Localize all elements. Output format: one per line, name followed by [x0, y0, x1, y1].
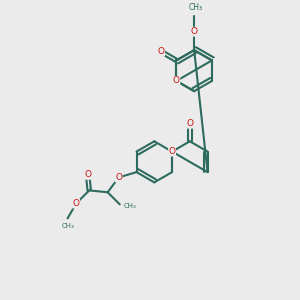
Text: CH₃: CH₃	[61, 224, 74, 230]
Text: CH₃: CH₃	[188, 3, 203, 12]
Text: O: O	[115, 173, 122, 182]
Text: O: O	[84, 170, 91, 179]
Text: CH₃: CH₃	[123, 203, 136, 209]
Text: O: O	[169, 147, 176, 156]
Text: O: O	[191, 27, 198, 36]
Text: O: O	[186, 119, 193, 128]
Text: O: O	[158, 47, 165, 56]
Text: O: O	[173, 76, 180, 85]
Text: O: O	[73, 199, 80, 208]
